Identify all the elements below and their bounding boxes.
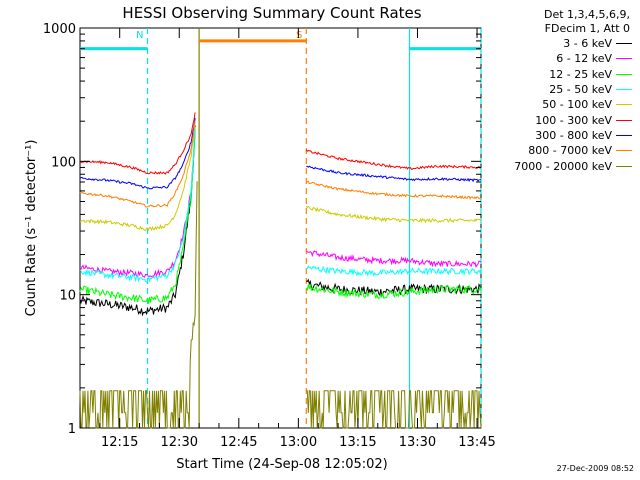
legend-rows: 3 - 6 keV 6 - 12 keV 12 - 25 keV 25 - 50 ke… [484, 36, 634, 174]
legend-swatch [616, 119, 632, 121]
series-line-post [305, 284, 482, 300]
legend-swatch [616, 58, 632, 60]
series-line-post [306, 165, 482, 183]
series-0 [79, 125, 481, 317]
series-7 [79, 120, 482, 208]
legend-swatch [616, 89, 632, 91]
y-tick-label: 1000 [43, 22, 76, 37]
series-line-pre [79, 120, 196, 232]
legend-entry-label: 7000 - 20000 keV [514, 159, 612, 173]
legend-entry-label: 800 - 7000 keV [528, 144, 612, 158]
legend-swatch [616, 150, 632, 152]
legend-entry-label: 25 - 50 keV [549, 83, 612, 97]
y-tick-label: 1 [68, 422, 76, 437]
y-axis-label: Count Rate (s⁻¹ detector⁻¹) [24, 140, 39, 317]
y-tick-label: 100 [51, 155, 76, 170]
legend-entry: 100 - 300 keV [484, 112, 634, 127]
flag-label: S [296, 30, 302, 41]
legend: Det 1,3,4,5,6,9, FDecim 1, Att 0 3 - 6 k… [484, 8, 634, 174]
legend-swatch [616, 134, 632, 136]
x-tick-label: 12:45 [220, 435, 257, 450]
legend-entry: 300 - 800 keV [484, 128, 634, 143]
legend-entry: 25 - 50 keV [484, 82, 634, 97]
series-line-pre [79, 117, 196, 190]
legend-entry-label: 6 - 12 keV [556, 52, 612, 66]
legend-swatch [616, 43, 632, 45]
instrument-vlines [146, 28, 482, 428]
series-line-pre [79, 181, 198, 429]
legend-header-detectors: Det 1,3,4,5,6,9, [543, 8, 630, 21]
legend-entry: 800 - 7000 keV [484, 143, 634, 158]
series-6 [79, 117, 482, 190]
series-group [79, 112, 482, 429]
legend-swatch [616, 104, 632, 106]
legend-swatch [616, 73, 632, 75]
legend-entry: 6 - 12 keV [484, 51, 634, 66]
series-line-post [305, 205, 482, 224]
series-3 [79, 126, 482, 283]
series-4 [79, 120, 482, 232]
y-tick-label: 10 [59, 289, 76, 304]
legend-entry-label: 12 - 25 keV [549, 67, 612, 81]
x-tick-label: 12:15 [101, 435, 138, 450]
series-line-post [305, 264, 482, 277]
x-tick-label: 13:30 [399, 435, 436, 450]
series-line-post [305, 250, 482, 269]
series-line-pre [79, 130, 196, 304]
x-tick-label: 13:15 [339, 435, 376, 450]
series-2 [79, 130, 482, 304]
legend-entry-label: 300 - 800 keV [535, 128, 612, 142]
legend-header-decimation: FDecim 1, Att 0 [544, 22, 630, 35]
legend-entry-label: 3 - 6 keV [563, 37, 612, 51]
x-tick-label: 12:30 [161, 435, 198, 450]
series-line-post [306, 278, 481, 297]
series-line-pre [79, 131, 196, 279]
series-1 [79, 131, 482, 279]
chart-title: HESSI Observing Summary Count Rates [122, 4, 421, 22]
legend-entry: 50 - 100 keV [484, 97, 634, 112]
series-line-post [306, 390, 482, 429]
series-line-pre [80, 112, 196, 175]
series-5 [80, 112, 482, 175]
legend-entry-label: 50 - 100 keV [542, 98, 612, 112]
flag-label: N [136, 30, 143, 41]
legend-entry: 3 - 6 keV [484, 36, 634, 51]
legend-entry-label: 100 - 300 keV [535, 113, 612, 127]
x-axis-label: Start Time (24-Sep-08 12:05:02) [176, 457, 387, 472]
series-line-pre [79, 120, 196, 208]
series-line-post [305, 149, 482, 171]
legend-entry: 12 - 25 keV [484, 67, 634, 82]
timestamp: 27-Dec-2009 08:52 [556, 464, 634, 473]
axes-group: 1 10 100 1000 12:15 12:30 12:45 13:00 13:15 13:30… [43, 22, 496, 450]
series-line-post [306, 180, 482, 200]
x-tick-label: 13:00 [280, 435, 317, 450]
legend-entry: 7000 - 20000 keV [484, 158, 634, 173]
legend-swatch [616, 165, 632, 167]
series-line-pre [79, 126, 196, 283]
series-8 [79, 181, 482, 429]
x-tick-label: 13:45 [458, 435, 495, 450]
series-line-pre [79, 125, 196, 317]
